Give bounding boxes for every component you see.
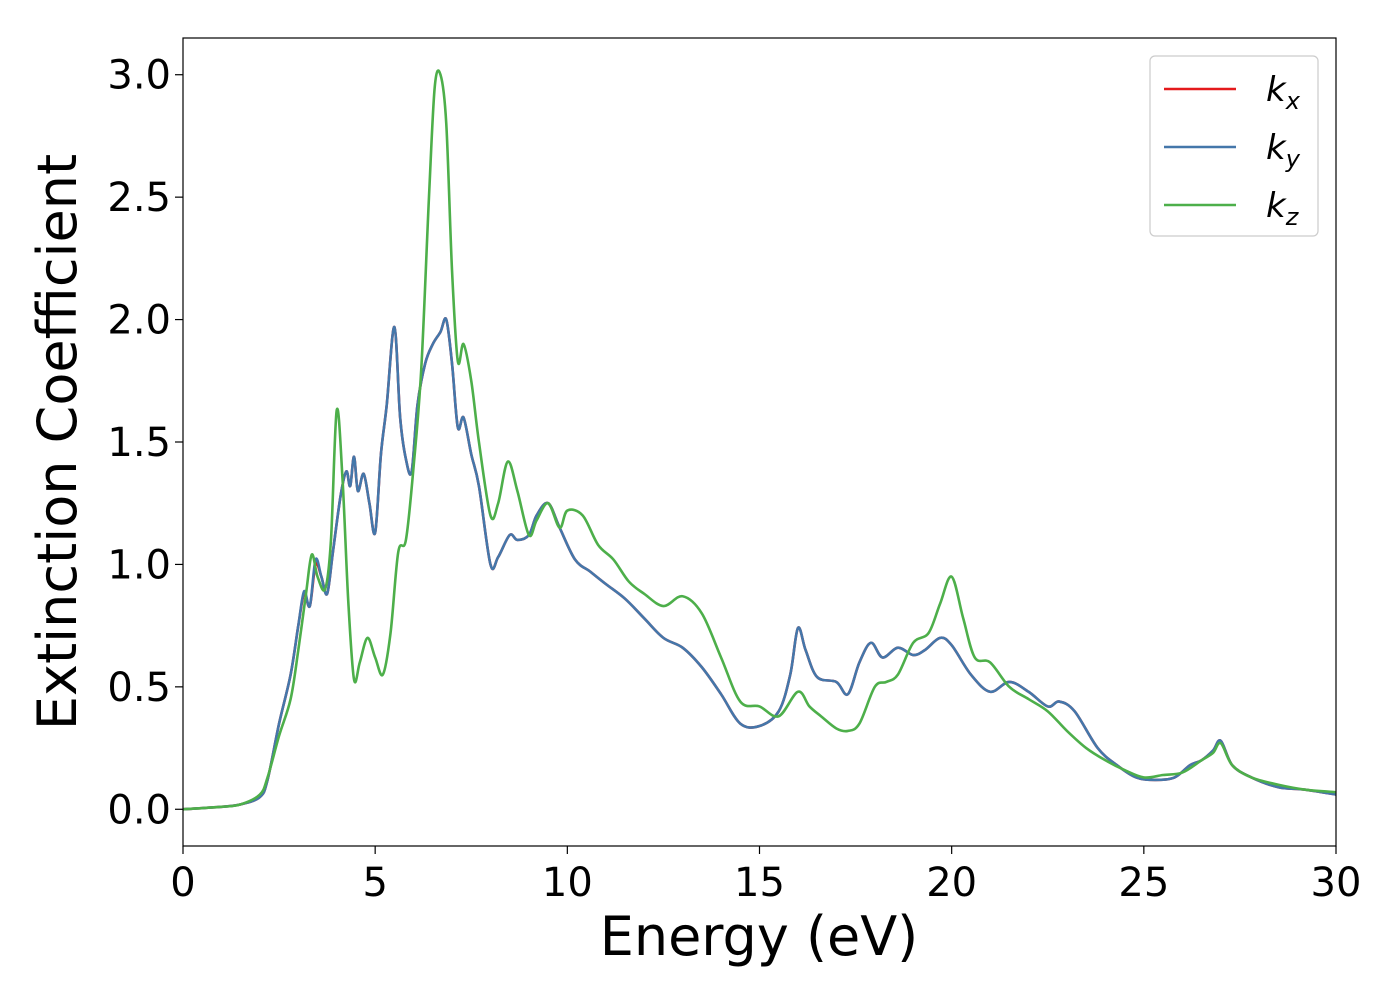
y-tick-label: 2.0 (107, 298, 171, 344)
legend-label-kx: kx (1266, 70, 1301, 115)
y-axis-ticks: 0.0 0.5 1.0 1.5 2.0 2.5 3.0 (107, 53, 183, 833)
x-axis-label: Energy (eV) (600, 905, 919, 968)
y-tick-label: 2.5 (107, 175, 171, 221)
x-tick-label: 10 (542, 860, 593, 906)
y-tick-label: 1.5 (107, 420, 171, 466)
x-tick-label: 5 (362, 860, 387, 906)
series-layer (183, 69, 1336, 811)
series-line-kx (183, 317, 1336, 811)
x-tick-label: 15 (734, 860, 785, 906)
legend-label-kz: kz (1266, 186, 1300, 231)
y-tick-label: 3.0 (107, 53, 171, 99)
x-tick-label: 0 (170, 860, 195, 906)
x-tick-label: 30 (1311, 860, 1362, 906)
series-line-ky (183, 317, 1336, 811)
x-axis-ticks: 0 5 10 15 20 25 30 (170, 846, 1361, 906)
y-axis-label: Extinction Coefficient (26, 154, 89, 730)
series-line-kz (183, 69, 1336, 811)
legend-label-ky: ky (1266, 128, 1301, 173)
x-tick-label: 20 (926, 860, 977, 906)
y-tick-label: 0.5 (107, 665, 171, 711)
x-tick-label: 25 (1118, 860, 1169, 906)
y-tick-label: 1.0 (107, 542, 171, 588)
legend: kx ky kz (1149, 55, 1319, 237)
y-tick-label: 0.0 (107, 787, 171, 833)
